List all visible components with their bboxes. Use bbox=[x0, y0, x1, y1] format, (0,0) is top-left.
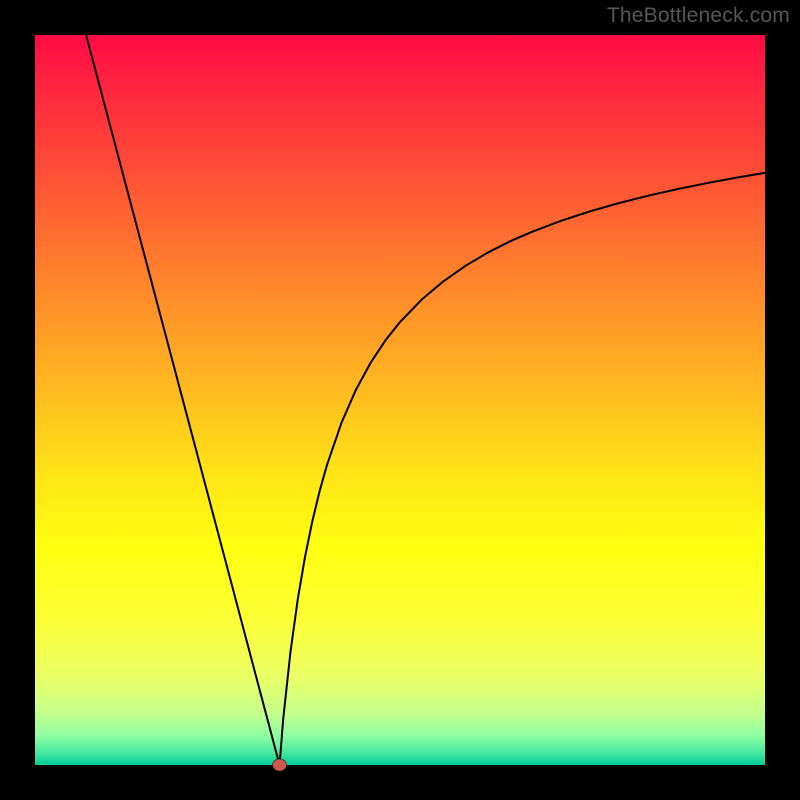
min-point-marker bbox=[273, 759, 287, 771]
bottleneck-chart bbox=[0, 0, 800, 800]
plot-background bbox=[35, 35, 765, 765]
chart-stage: TheBottleneck.com bbox=[0, 0, 800, 800]
watermark-text: TheBottleneck.com bbox=[607, 4, 790, 28]
